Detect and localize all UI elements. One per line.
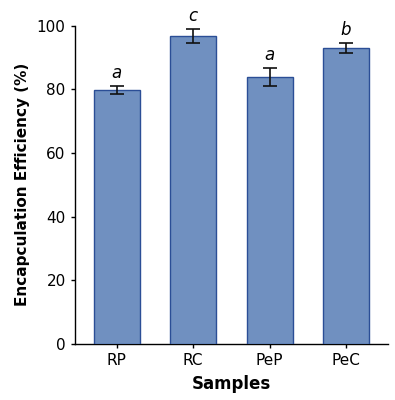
Bar	[323, 48, 369, 344]
Bar	[170, 36, 216, 344]
Text: b: b	[341, 21, 351, 39]
X-axis label: Samples: Samples	[192, 375, 271, 393]
Y-axis label: Encapculation Efficiency (%): Encapculation Efficiency (%)	[15, 63, 30, 306]
Bar	[246, 77, 293, 344]
Bar	[94, 90, 140, 344]
Text: a: a	[265, 46, 275, 64]
Text: c: c	[188, 7, 198, 25]
Text: a: a	[112, 64, 122, 82]
